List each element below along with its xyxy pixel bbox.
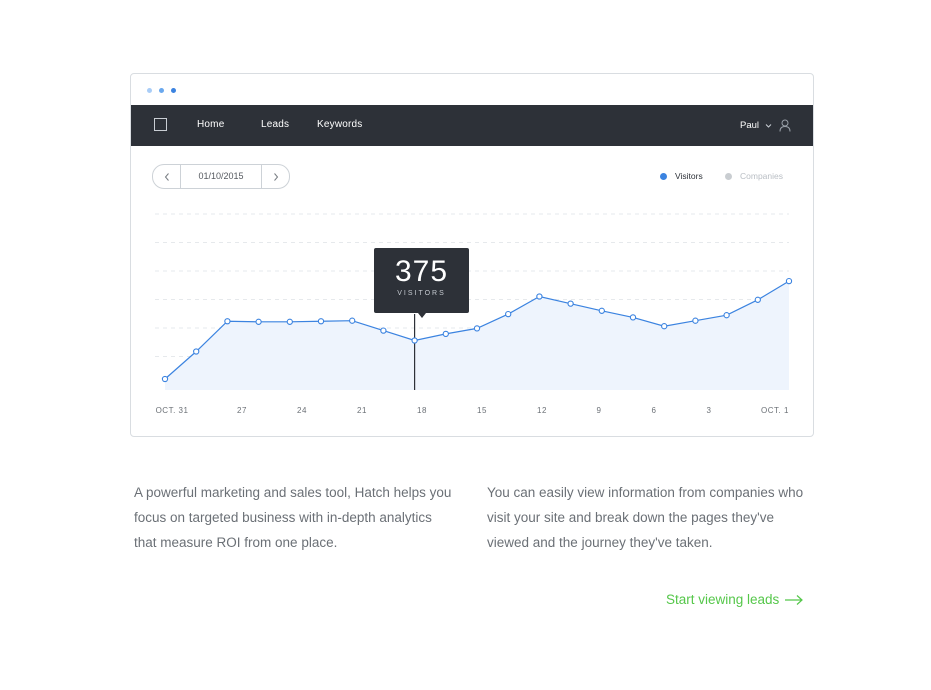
chart-x-tick-label: 27 <box>237 406 247 415</box>
nav-home[interactable]: Home <box>197 119 225 130</box>
chart-tooltip: 375 VISITORS <box>374 248 469 318</box>
chart-point <box>317 318 325 325</box>
chart-point <box>536 293 543 300</box>
chart-point <box>567 300 574 307</box>
chart-x-tick-label: 3 <box>707 406 712 415</box>
chart-point <box>473 325 481 332</box>
date-prev-button[interactable] <box>153 165 181 188</box>
chart-point <box>629 314 637 321</box>
chart-point <box>380 327 387 334</box>
chart-point <box>442 330 449 338</box>
date-value[interactable]: 01/10/2015 <box>198 171 244 181</box>
chart-x-tick-label: 21 <box>357 406 367 415</box>
nav-keywords[interactable]: Keywords <box>317 119 363 130</box>
app-window: Home Leads Keywords Paul 01/10/2015 <box>130 73 814 437</box>
chart-point <box>193 348 200 355</box>
chart-point <box>411 337 418 344</box>
chart-point <box>692 317 699 324</box>
chart-point <box>255 318 262 325</box>
user-icon[interactable] <box>779 119 791 132</box>
square-logo-icon[interactable] <box>154 118 167 131</box>
chevron-down-icon <box>765 123 772 128</box>
nav-leads[interactable]: Leads <box>261 119 290 130</box>
chart-x-tick-label: 18 <box>417 406 427 415</box>
legend-label: Visitors <box>675 171 703 181</box>
chart-series-line <box>164 280 790 380</box>
chart-x-tick-label: OCT. 1 <box>761 406 789 415</box>
tooltip-arrow <box>418 313 426 318</box>
tooltip-label: VISITORS <box>397 290 446 297</box>
legend-swatch <box>725 172 732 180</box>
arrow-right-icon <box>785 594 804 605</box>
chart-point <box>754 296 761 303</box>
window-dot <box>171 88 176 93</box>
chart-point <box>723 312 730 319</box>
user-name: Paul <box>739 119 759 131</box>
cta-label: Start viewing leads <box>666 592 780 607</box>
chart-point <box>505 310 512 318</box>
chart-point <box>785 277 793 285</box>
chart-point <box>161 375 169 383</box>
description-left: A powerful marketing and sales tool, Hat… <box>134 485 452 550</box>
chart-point <box>349 317 356 324</box>
date-next-button[interactable] <box>261 165 289 188</box>
chart-x-tick-label: 9 <box>597 406 602 415</box>
chart-point <box>286 318 293 325</box>
description-right: You can easily view information from com… <box>487 485 804 550</box>
top-navbar: Home Leads Keywords Paul <box>131 105 813 146</box>
window-titlebar <box>131 74 813 105</box>
chart-point <box>661 323 668 330</box>
date-picker: 01/10/2015 <box>152 164 290 189</box>
chart-point <box>598 307 605 314</box>
chevron-right-icon <box>273 172 278 181</box>
window-dot <box>159 88 164 93</box>
chart-area <box>165 281 789 390</box>
chart-x-tick-label: 15 <box>477 406 487 415</box>
chart-x-tick-label: 24 <box>297 406 307 415</box>
chart-x-tick-label: OCT. 31 <box>156 406 189 415</box>
legend-companies[interactable]: Companies <box>725 171 783 181</box>
chevron-left-icon <box>164 172 169 181</box>
legend-swatch <box>660 172 667 180</box>
chart-point <box>224 318 231 325</box>
legend-label: Companies <box>740 171 783 181</box>
tooltip-value: 375 <box>394 255 449 288</box>
window-dot <box>147 88 152 93</box>
legend-visitors[interactable]: Visitors <box>660 171 703 181</box>
user-menu[interactable]: Paul <box>740 117 791 133</box>
chart-x-tick-label: 12 <box>537 406 547 415</box>
chart-x-tick-label: 6 <box>652 406 657 415</box>
start-viewing-leads-link[interactable]: Start viewing leads <box>666 592 804 607</box>
